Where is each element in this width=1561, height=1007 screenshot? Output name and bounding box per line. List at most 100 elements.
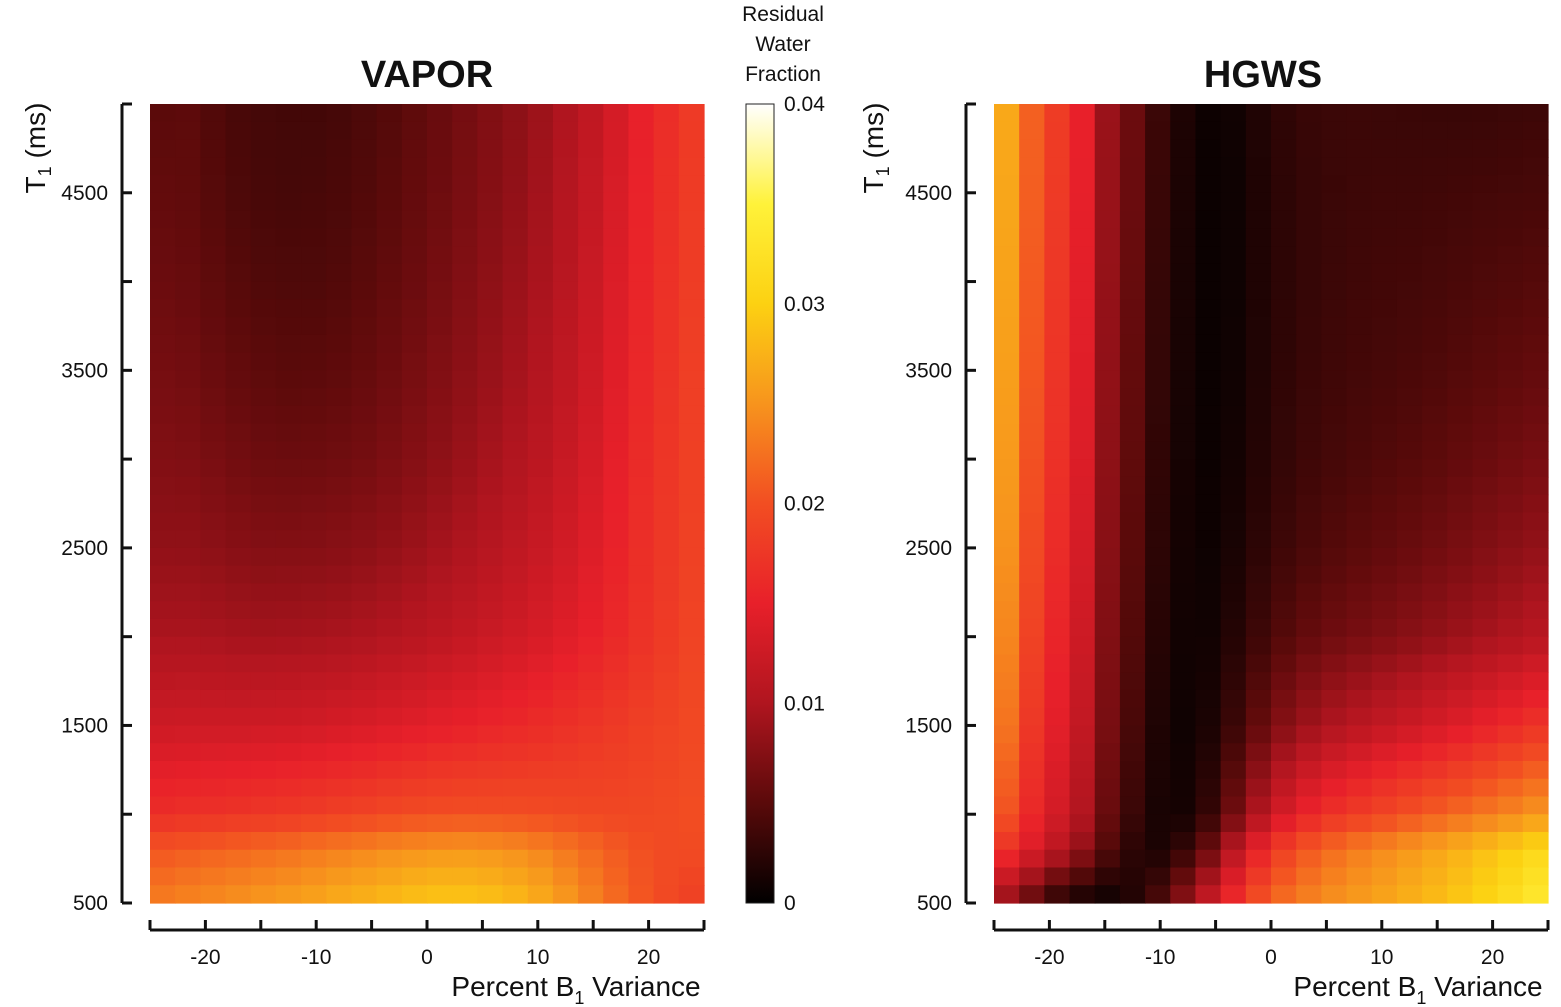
heatmap-cell (326, 743, 353, 762)
heatmap-cell (1447, 317, 1474, 336)
heatmap-cell (1522, 583, 1549, 602)
heatmap-cell (1447, 849, 1474, 869)
heatmap-cell (552, 352, 579, 371)
heatmap-cell (578, 689, 604, 709)
heatmap-cell (1371, 157, 1398, 176)
heatmap-cell (527, 317, 554, 336)
heatmap-cell (1346, 352, 1373, 371)
heatmap-cell (301, 654, 327, 673)
heatmap-cell (1271, 672, 1297, 691)
heatmap-cells (150, 104, 705, 904)
heatmap-cell (1497, 760, 1524, 780)
heatmap-cell (653, 796, 680, 815)
heatmap-cell (275, 530, 302, 549)
heatmap-cell (351, 778, 378, 798)
heatmap-cell (1371, 299, 1398, 318)
heatmap-cell (552, 849, 579, 869)
heatmap-cell (1271, 796, 1297, 815)
heatmap-cell (351, 867, 378, 886)
heatmap-cell (1296, 512, 1322, 531)
heatmap-cell (1220, 423, 1247, 442)
heatmap-cell (1044, 334, 1071, 354)
heatmap-cell (1447, 494, 1474, 513)
heatmap-cell (477, 476, 504, 496)
heatmap-cell (1346, 885, 1373, 904)
heatmap-cell (1346, 530, 1373, 549)
heatmap-cell (225, 867, 252, 886)
heatmap-cell (1472, 370, 1499, 389)
heatmap-cell (275, 246, 302, 265)
heatmap-cell (1447, 370, 1474, 389)
heatmap-cell (1019, 618, 1045, 638)
heatmap-cell (1119, 388, 1146, 407)
heatmap-cell (1422, 405, 1448, 425)
heatmap-cell (200, 157, 227, 176)
heatmap-cell (1245, 618, 1272, 638)
heatmap-cell (1145, 831, 1171, 851)
heatmap-cell (578, 104, 604, 123)
heatmap-cell (275, 228, 302, 247)
heatmap-cell (200, 334, 227, 354)
heatmap-cell (1220, 281, 1247, 300)
heatmap-cell (1396, 743, 1423, 762)
heatmap-cell (1422, 388, 1448, 407)
heatmap-cell (351, 139, 378, 158)
heatmap-cell (527, 814, 554, 833)
heatmap-cell (1472, 831, 1499, 851)
heatmap-cell (1271, 246, 1297, 265)
heatmap-cell (1170, 689, 1197, 709)
heatmap-cell (1094, 139, 1121, 158)
heatmap-cell (1119, 334, 1146, 354)
heatmap-cell (452, 121, 478, 141)
heatmap-cell (502, 405, 529, 425)
heatmap-cell (376, 583, 403, 602)
heatmap-cell (1145, 299, 1171, 318)
heatmap-cell (502, 352, 529, 371)
heatmap-cell (225, 743, 252, 762)
heatmap-cell (250, 423, 277, 442)
heatmap-cell (994, 246, 1020, 265)
heatmap-cell (351, 441, 378, 460)
heatmap-cell (1396, 707, 1423, 727)
heatmap-cell (1321, 689, 1348, 709)
heatmap-cell (552, 281, 579, 300)
heatmap-cell (1271, 441, 1297, 460)
heatmap-cell (578, 760, 604, 780)
heatmap-cell (1447, 743, 1474, 762)
heatmap-cell (1069, 867, 1096, 886)
heatmap-cell (653, 459, 680, 478)
heatmap-cell (1522, 565, 1549, 584)
heatmap-cell (401, 405, 428, 425)
heatmap-cell (552, 654, 579, 673)
heatmap-cell (1044, 299, 1071, 318)
heatmap-cell (1069, 618, 1096, 638)
heatmap-cell (1170, 814, 1197, 833)
heatmap-cell (1094, 441, 1121, 460)
heatmap-cell (1371, 814, 1398, 833)
heatmap-cell (527, 459, 554, 478)
heatmap-cell (1019, 867, 1045, 886)
heatmap-cell (1170, 778, 1197, 798)
heatmap-cell (1069, 494, 1096, 513)
heatmap-cell (1271, 388, 1297, 407)
heatmap-cell (225, 565, 252, 584)
heatmap-cell (200, 263, 227, 283)
heatmap-cell (1094, 831, 1121, 851)
heatmap-cell (1447, 885, 1474, 904)
colorbar-tick-label: 0 (784, 892, 796, 915)
heatmap-cell (1497, 441, 1524, 460)
heatmap-cell (678, 494, 705, 513)
heatmap-cell (1044, 849, 1071, 869)
heatmap-cell (1170, 725, 1197, 744)
heatmap-cell (427, 796, 453, 815)
heatmap-cell (1119, 175, 1146, 194)
heatmap-cell (1522, 334, 1549, 354)
chart-title: HGWS (1204, 54, 1322, 96)
heatmap-cell (1019, 743, 1045, 762)
heatmap-cell (452, 725, 478, 744)
heatmap-cell (578, 618, 604, 638)
heatmap-cell (301, 849, 327, 869)
heatmap-cell (1321, 459, 1348, 478)
heatmap-cell (1346, 370, 1373, 389)
heatmap-cell (401, 885, 428, 904)
